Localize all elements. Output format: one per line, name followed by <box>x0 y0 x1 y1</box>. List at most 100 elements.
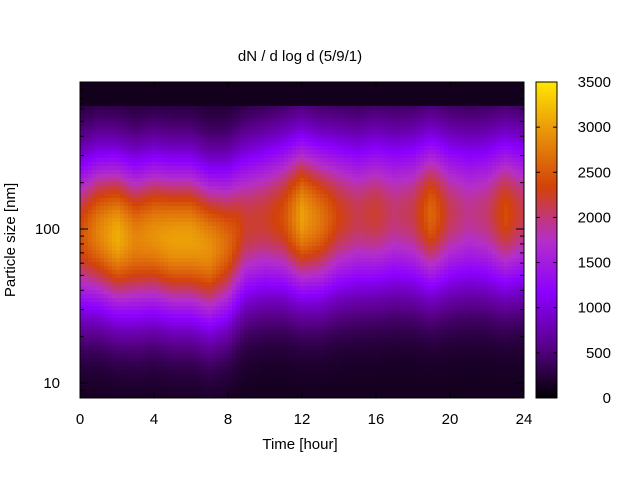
heatmap-cell <box>84 90 89 95</box>
heatmap-cell <box>224 110 229 115</box>
heatmap-cell <box>260 226 265 231</box>
heatmap-cell <box>248 362 253 367</box>
heatmap-cell <box>280 114 285 119</box>
heatmap-cell <box>216 210 221 215</box>
heatmap-cell <box>188 174 193 179</box>
heatmap-cell <box>296 150 301 155</box>
heatmap-cell <box>188 130 193 135</box>
heatmap-cell <box>208 110 213 115</box>
heatmap-cell <box>156 122 161 127</box>
heatmap-cell <box>180 386 185 391</box>
heatmap-cell <box>264 214 269 219</box>
heatmap-cell <box>268 134 273 139</box>
heatmap-cell <box>264 226 269 231</box>
heatmap-cell <box>328 134 333 139</box>
heatmap-cell <box>332 82 337 87</box>
heatmap-cell <box>312 206 317 211</box>
heatmap-cell <box>268 214 273 219</box>
heatmap-cell <box>88 138 93 143</box>
heatmap-cell <box>292 158 297 163</box>
heatmap-cell <box>164 82 169 87</box>
heatmap-cell <box>316 146 321 151</box>
heatmap-cell <box>204 134 209 139</box>
heatmap-cell <box>160 246 165 251</box>
heatmap-cell <box>316 86 321 91</box>
heatmap-cell <box>200 382 205 387</box>
heatmap-cell <box>192 282 197 287</box>
heatmap-cell <box>304 330 309 335</box>
heatmap-cell <box>280 86 285 91</box>
heatmap-cell <box>248 346 253 351</box>
heatmap-cell <box>292 126 297 131</box>
heatmap-cell <box>172 114 177 119</box>
heatmap-cell <box>180 206 185 211</box>
heatmap-cell <box>200 374 205 379</box>
heatmap-cell <box>148 154 153 159</box>
heatmap-cell <box>224 186 229 191</box>
heatmap-cell <box>328 274 333 279</box>
heatmap-cell <box>124 134 129 139</box>
heatmap-cell <box>212 146 217 151</box>
heatmap-cell <box>280 82 285 87</box>
heatmap-cell <box>128 86 133 91</box>
heatmap-cell <box>180 302 185 307</box>
heatmap-cell <box>176 186 181 191</box>
heatmap-cell <box>232 226 237 231</box>
heatmap-cell <box>280 214 285 219</box>
heatmap-cell <box>304 110 309 115</box>
heatmap-cell <box>276 278 281 283</box>
heatmap-cell <box>160 174 165 179</box>
heatmap-cell <box>332 150 337 155</box>
heatmap-cell <box>324 198 329 203</box>
heatmap-cell <box>96 134 101 139</box>
heatmap-cell <box>316 170 321 175</box>
heatmap-cell <box>164 282 169 287</box>
heatmap-cell <box>296 318 301 323</box>
heatmap-cell <box>228 190 233 195</box>
heatmap-cell <box>152 350 157 355</box>
heatmap-cell <box>300 362 305 367</box>
heatmap-cell <box>304 306 309 311</box>
heatmap-cell <box>140 230 145 235</box>
heatmap-cell <box>288 310 293 315</box>
heatmap-cell <box>164 202 169 207</box>
heatmap-cell <box>220 194 225 199</box>
heatmap-cell <box>216 182 221 187</box>
heatmap-cell <box>156 82 161 87</box>
heatmap-cell <box>240 318 245 323</box>
heatmap-cell <box>220 206 225 211</box>
heatmap-cell <box>312 98 317 103</box>
heatmap-cell <box>272 234 277 239</box>
heatmap-cell <box>208 290 213 295</box>
heatmap-cell <box>168 326 173 331</box>
heatmap-cell <box>144 382 149 387</box>
heatmap-cell <box>268 170 273 175</box>
heatmap-cell <box>236 350 241 355</box>
heatmap-cell <box>220 130 225 135</box>
heatmap-cell <box>308 250 313 255</box>
heatmap-cell <box>192 110 197 115</box>
heatmap-cell <box>96 234 101 239</box>
heatmap-cell <box>156 162 161 167</box>
heatmap-cell <box>112 234 117 239</box>
heatmap-cell <box>104 354 109 359</box>
heatmap-cell <box>168 358 173 363</box>
heatmap-cell <box>312 142 317 147</box>
heatmap-cell <box>180 122 185 127</box>
heatmap-cell <box>304 394 309 398</box>
heatmap-cell <box>240 326 245 331</box>
heatmap-cell <box>316 154 321 159</box>
heatmap-cell <box>264 318 269 323</box>
heatmap-cell <box>136 326 141 331</box>
heatmap-cell <box>212 182 217 187</box>
heatmap-cell <box>88 310 93 315</box>
heatmap-cell <box>244 202 249 207</box>
heatmap-cell <box>184 386 189 391</box>
heatmap-cell <box>212 86 217 91</box>
heatmap-cell <box>148 146 153 151</box>
heatmap-cell <box>312 170 317 175</box>
heatmap-cell <box>132 170 137 175</box>
heatmap-cell <box>160 326 165 331</box>
heatmap-cell <box>96 370 101 375</box>
heatmap-cell <box>300 206 305 211</box>
